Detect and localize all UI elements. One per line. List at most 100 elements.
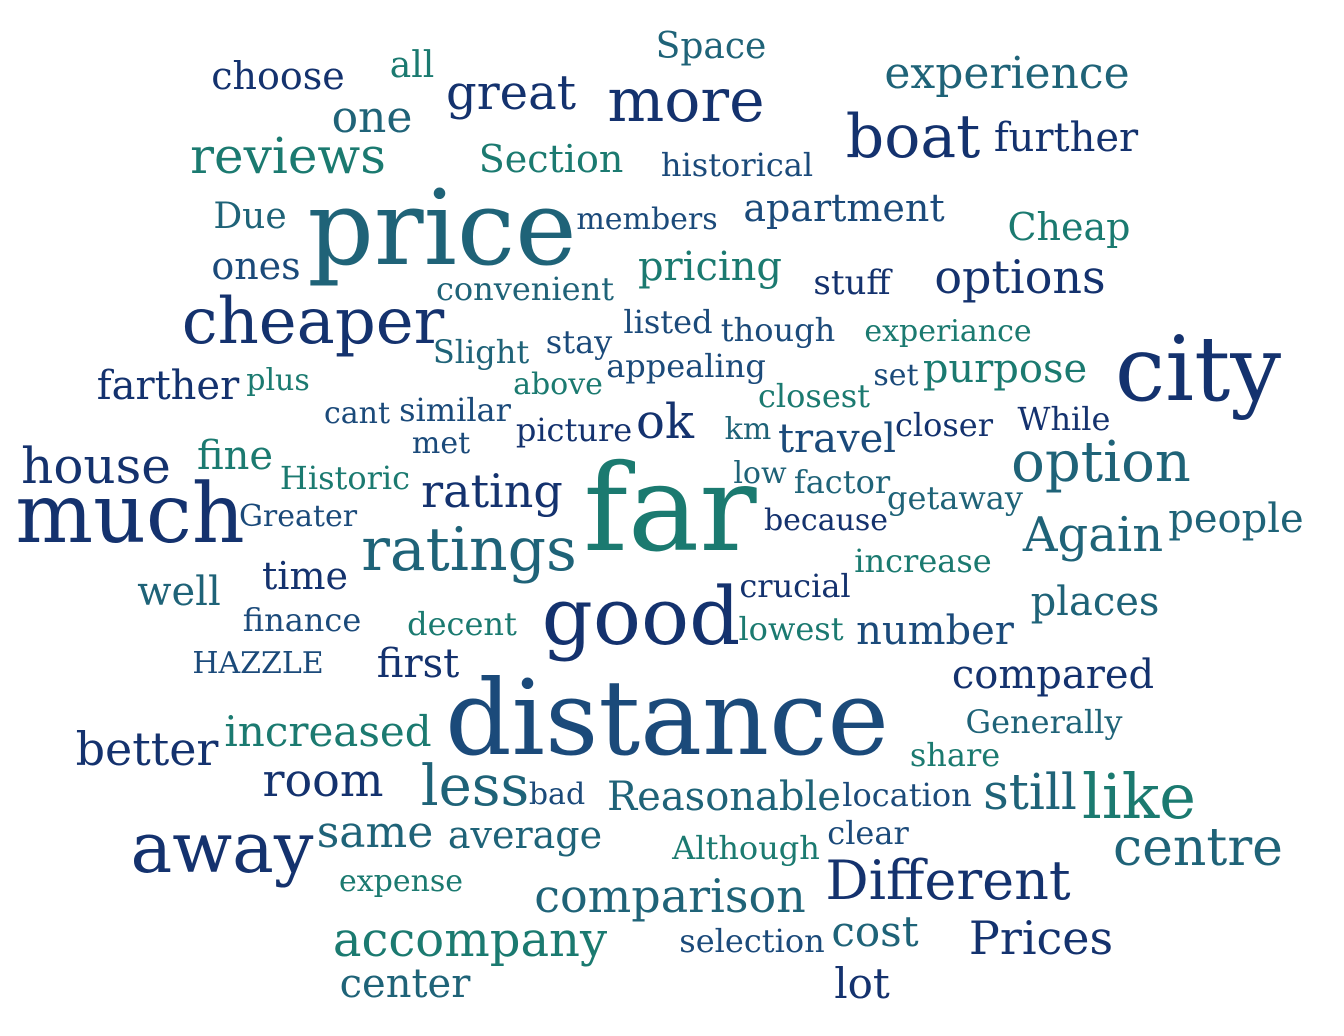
word-expense: expense bbox=[338, 864, 464, 899]
word-section: Section bbox=[478, 137, 624, 181]
word-travel: travel bbox=[777, 416, 897, 462]
word-again: Again bbox=[1022, 507, 1164, 563]
word-convenient: convenient bbox=[435, 270, 615, 308]
word-although: Although bbox=[672, 829, 820, 867]
word-above: above bbox=[513, 367, 603, 402]
word-clear: clear bbox=[827, 814, 909, 852]
word-while: While bbox=[1017, 400, 1111, 438]
word-apartment: apartment bbox=[743, 186, 945, 230]
word-reasonable: Reasonable bbox=[607, 774, 841, 820]
word-members: members bbox=[576, 202, 718, 237]
word-plus: plus bbox=[246, 363, 310, 398]
word-location: location bbox=[842, 776, 972, 814]
word-boat: boat bbox=[845, 102, 981, 172]
word-though: though bbox=[720, 311, 836, 349]
word-centre: centre bbox=[1113, 818, 1283, 878]
word-room: room bbox=[262, 753, 384, 807]
word-stuff: stuff bbox=[813, 263, 891, 303]
word-decent: decent bbox=[407, 605, 517, 643]
word-well: well bbox=[137, 569, 221, 615]
word-bad: bad bbox=[528, 777, 586, 812]
word-getaway: getaway bbox=[887, 479, 1023, 517]
word-km: km bbox=[724, 412, 772, 447]
word-set: set bbox=[873, 358, 919, 393]
word-different: Different bbox=[825, 849, 1071, 912]
word-because: because bbox=[763, 503, 889, 538]
word-closer: closer bbox=[894, 406, 994, 444]
word-reviews: reviews bbox=[190, 127, 386, 185]
word-listed: listed bbox=[623, 303, 713, 341]
word-choose: choose bbox=[211, 54, 345, 98]
word-experiance: experiance bbox=[864, 314, 1032, 349]
word-closest: closest bbox=[757, 377, 871, 415]
word-further: further bbox=[993, 115, 1139, 161]
word-selection: selection bbox=[679, 922, 825, 960]
word-similar: similar bbox=[399, 391, 511, 429]
word-picture: picture bbox=[515, 411, 633, 449]
word-better: better bbox=[75, 722, 219, 776]
word-ones: ones bbox=[211, 244, 301, 288]
word-increased: increased bbox=[224, 707, 432, 756]
word-away: away bbox=[130, 807, 314, 889]
word-cheap: Cheap bbox=[1007, 205, 1131, 249]
word-farther: farther bbox=[96, 363, 240, 409]
word-center: center bbox=[339, 961, 471, 1007]
word-slight: Slight bbox=[432, 333, 530, 371]
word-more: more bbox=[607, 66, 765, 136]
word-same: same bbox=[316, 807, 434, 858]
word-hazzle: HAZZLE bbox=[192, 646, 324, 681]
word-greater: Greater bbox=[238, 499, 358, 534]
word-lowest: lowest bbox=[738, 610, 844, 648]
word-places: places bbox=[1030, 579, 1160, 625]
word-increase: increase bbox=[854, 542, 992, 580]
word-ok: ok bbox=[636, 394, 694, 450]
word-cheaper: cheaper bbox=[181, 285, 445, 359]
word-historic: Historic bbox=[279, 459, 411, 497]
word-cant: cant bbox=[323, 396, 391, 431]
word-fine: fine bbox=[196, 433, 274, 479]
word-compared: compared bbox=[951, 652, 1155, 698]
word-first: first bbox=[376, 641, 460, 687]
word-prices: Prices bbox=[968, 911, 1114, 965]
word-lot: lot bbox=[834, 959, 890, 1008]
word-still: still bbox=[983, 763, 1077, 821]
word-rating: rating bbox=[421, 464, 563, 518]
word-good: good bbox=[541, 570, 741, 663]
word-price: price bbox=[307, 167, 577, 289]
word-pricing: pricing bbox=[637, 244, 783, 290]
word-time: time bbox=[262, 554, 348, 598]
word-options: options bbox=[934, 250, 1106, 304]
word-crucial: crucial bbox=[739, 567, 851, 605]
word-house: house bbox=[21, 437, 171, 495]
word-finance: finance bbox=[242, 601, 362, 639]
word-appealing: appealing bbox=[606, 347, 766, 385]
word-accompany: accompany bbox=[332, 912, 608, 968]
word-people: people bbox=[1168, 496, 1304, 542]
word-cost: cost bbox=[831, 907, 919, 956]
word-great: great bbox=[446, 65, 576, 121]
word-city: city bbox=[1114, 317, 1282, 422]
word-like: like bbox=[1082, 760, 1196, 833]
word-low: low bbox=[733, 456, 787, 491]
word-ratings: ratings bbox=[361, 515, 577, 585]
word-due: Due bbox=[213, 196, 287, 237]
word-space: Space bbox=[655, 26, 767, 67]
word-factor: factor bbox=[793, 463, 891, 501]
word-experience: experience bbox=[884, 48, 1130, 99]
word-generally: Generally bbox=[965, 703, 1123, 741]
word-option: option bbox=[1011, 430, 1191, 495]
word-less: less bbox=[420, 754, 530, 819]
word-much: much bbox=[15, 467, 245, 562]
word-met: met bbox=[411, 426, 471, 461]
word-comparison: comparison bbox=[534, 869, 806, 923]
word-number: number bbox=[856, 608, 1014, 654]
word-all: all bbox=[389, 45, 435, 86]
word-distance: distance bbox=[445, 657, 889, 779]
word-share: share bbox=[909, 736, 1001, 774]
word-average: average bbox=[447, 813, 603, 857]
word-one: one bbox=[331, 92, 413, 143]
word-purpose: purpose bbox=[922, 346, 1088, 392]
word-far: far bbox=[583, 440, 757, 579]
word-stay: stay bbox=[545, 323, 613, 361]
